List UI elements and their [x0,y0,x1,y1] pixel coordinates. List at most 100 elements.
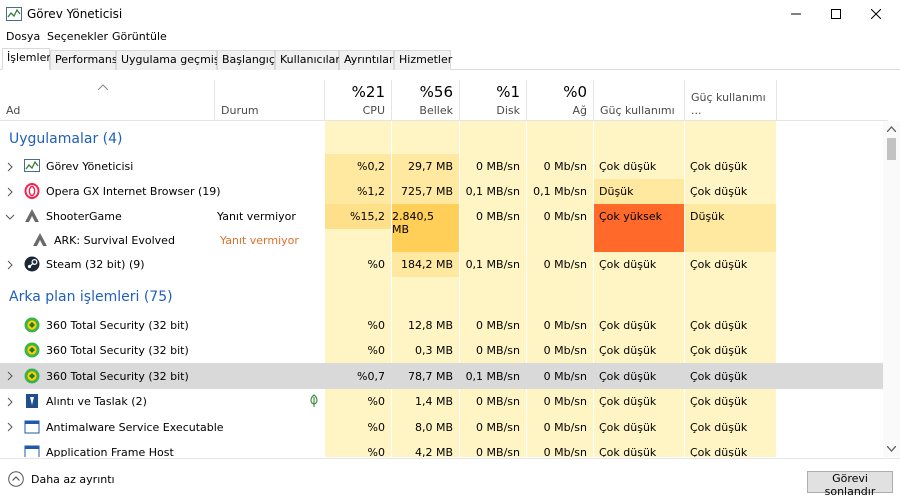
network-cell: 0 Mb/sn [543,160,587,173]
group-header-background[interactable]: Arka plan işlemleri (75) [0,281,888,309]
group-header-apps[interactable]: Uygulamalar (4) [0,124,888,152]
power-trend-cell: Çok düşük [690,420,748,434]
col-disk-label: Disk [496,104,520,117]
tab-performance[interactable]: Performans [50,50,118,70]
tab-processes[interactable]: İşlemler [2,48,51,70]
tab-app-history[interactable]: Uygulama geçmişi [116,50,223,70]
menu-options[interactable]: Seçenekler [47,30,109,43]
tab-services[interactable]: Hizmetler [394,50,452,70]
power-cell: Çok düşük [599,160,657,173]
status-text: Yanıt vermiyor [217,210,296,223]
disk-cell: 0,1 MB/sn [465,185,520,198]
col-disk[interactable]: %1 Disk [460,80,526,120]
network-cell: 0 Mb/sn [543,344,587,357]
disk-cell: 0,1 MB/sn [465,369,520,383]
steam-icon [24,256,40,272]
maximize-icon [831,9,841,19]
security-360-icon [24,342,40,358]
memory-cell: 29,7 MB [392,154,459,179]
disk-cell: 0 MB/sn [476,210,520,223]
col-divider[interactable] [593,80,594,121]
col-power-trend[interactable]: Güç kullanımı ... [685,80,776,120]
process-row[interactable]: Steam (32 bit) (9) %0 184,2 MB 0,1 MB/sn… [0,252,888,277]
col-divider[interactable] [776,80,777,121]
chevron-right-icon[interactable] [5,162,15,172]
network-cell: 0 Mb/sn [543,258,587,271]
scroll-down-icon[interactable] [887,446,896,452]
cpu-cell: %0 [367,446,385,457]
memory-cell: 8,0 MB [414,420,453,434]
process-row[interactable]: 360 Total Security (32 bit) %0 12,8 MB 0… [0,312,888,338]
fewer-details-button[interactable]: Daha az ayrıntı [8,471,115,487]
disk-cell: 0 MB/sn [476,318,520,332]
col-divider[interactable] [214,80,215,121]
menu-view[interactable]: Görüntüle [112,30,167,43]
process-row[interactable]: Opera GX Internet Browser (19) %1,2 725,… [0,179,888,204]
network-total: %0 [563,83,587,101]
minimize-button[interactable] [776,0,816,28]
process-row[interactable]: Görev Yöneticisi %0,2 29,7 MB 0 MB/sn 0 … [0,154,888,179]
end-task-button[interactable]: Görevi sonlandır [807,471,893,498]
memory-cell: 78,7 MB [407,369,453,383]
process-name: Steam (32 bit) (9) [46,258,145,271]
fewer-details-label: Daha az ayrıntı [31,472,115,486]
power-cell: Çok yüksek [594,204,684,252]
process-row[interactable]: Application Frame Host %0 4,2 MB 0 MB/sn… [0,440,888,457]
process-row[interactable]: Alıntı ve Taslak (2) %0 1,4 MB 0 MB/sn 0… [0,389,888,414]
sort-up-icon[interactable] [98,84,108,90]
col-divider[interactable] [324,80,325,121]
chevron-down-icon[interactable] [5,212,15,222]
close-button[interactable] [856,0,896,28]
chevron-right-icon[interactable] [5,260,15,270]
col-network[interactable]: %0 Ağ [527,80,593,120]
maximize-button[interactable] [816,0,856,28]
child-process-row[interactable]: ARK: Survival Evolved Yanıt vermiyor [0,229,324,252]
security-360-icon [24,368,40,384]
tab-details[interactable]: Ayrıntılar [339,50,394,70]
tab-startup[interactable]: Başlangıç [217,50,275,70]
process-row-selected[interactable]: 360 Total Security (32 bit) %0,7 78,7 MB… [0,363,888,389]
col-name[interactable]: Ad [0,80,214,120]
ark-game-icon [25,209,39,222]
menu-file[interactable]: Dosya [6,30,41,43]
process-row[interactable]: Antimalware Service Executable %0 8,0 MB… [0,414,888,440]
group-label: Uygulamalar (4) [9,131,123,147]
tab-users[interactable]: Kullanıcılar [275,50,340,70]
chevron-right-icon[interactable] [5,187,15,197]
process-row[interactable]: ShooterGame Yanıt vermiyor %15,2 2.840,5… [0,204,888,252]
col-status[interactable]: Durum [215,80,324,120]
cpu-cell: %0 [367,420,385,434]
col-divider[interactable] [391,80,392,121]
scroll-thumb[interactable] [887,138,896,160]
memory-cell: 12,8 MB [407,318,453,332]
title-bar: Görev Yöneticisi [0,0,900,28]
col-divider[interactable] [526,80,527,121]
scroll-up-icon[interactable] [887,126,896,132]
disk-cell: 0 MB/sn [476,160,520,173]
process-name: Application Frame Host [46,446,174,457]
col-cpu-label: CPU [362,104,385,117]
network-cell: 0,1 Mb/sn [533,185,587,198]
process-name: 360 Total Security (32 bit) [46,344,189,357]
cpu-cell: %0 [367,395,385,408]
col-cpu[interactable]: %21 CPU [325,80,391,120]
col-power-trend-label: Güç kullanımı ... [691,91,766,117]
cpu-cell: %0,2 [325,154,391,179]
app-window-icon [24,445,40,457]
chevron-right-icon[interactable] [5,422,15,432]
col-power[interactable]: Güç kullanımı [594,80,684,120]
col-divider[interactable] [459,80,460,121]
vertical-scrollbar[interactable] [883,121,900,457]
memory-cell: 4,2 MB [414,446,453,457]
process-name: Opera GX Internet Browser (19) [46,185,221,198]
chevron-right-icon[interactable] [5,371,15,381]
disk-cell: 0 MB/sn [476,420,520,434]
process-row[interactable]: 360 Total Security (32 bit) %0 0,3 MB 0 … [0,338,888,363]
chevron-right-icon[interactable] [5,397,15,407]
col-memory[interactable]: %56 Bellek [392,80,459,120]
network-cell: 0 Mb/sn [543,446,587,457]
power-trend-cell: Çok düşük [690,395,748,408]
col-divider[interactable] [684,80,685,121]
process-name: ARK: Survival Evolved [54,234,175,247]
opera-gx-icon [24,183,40,199]
